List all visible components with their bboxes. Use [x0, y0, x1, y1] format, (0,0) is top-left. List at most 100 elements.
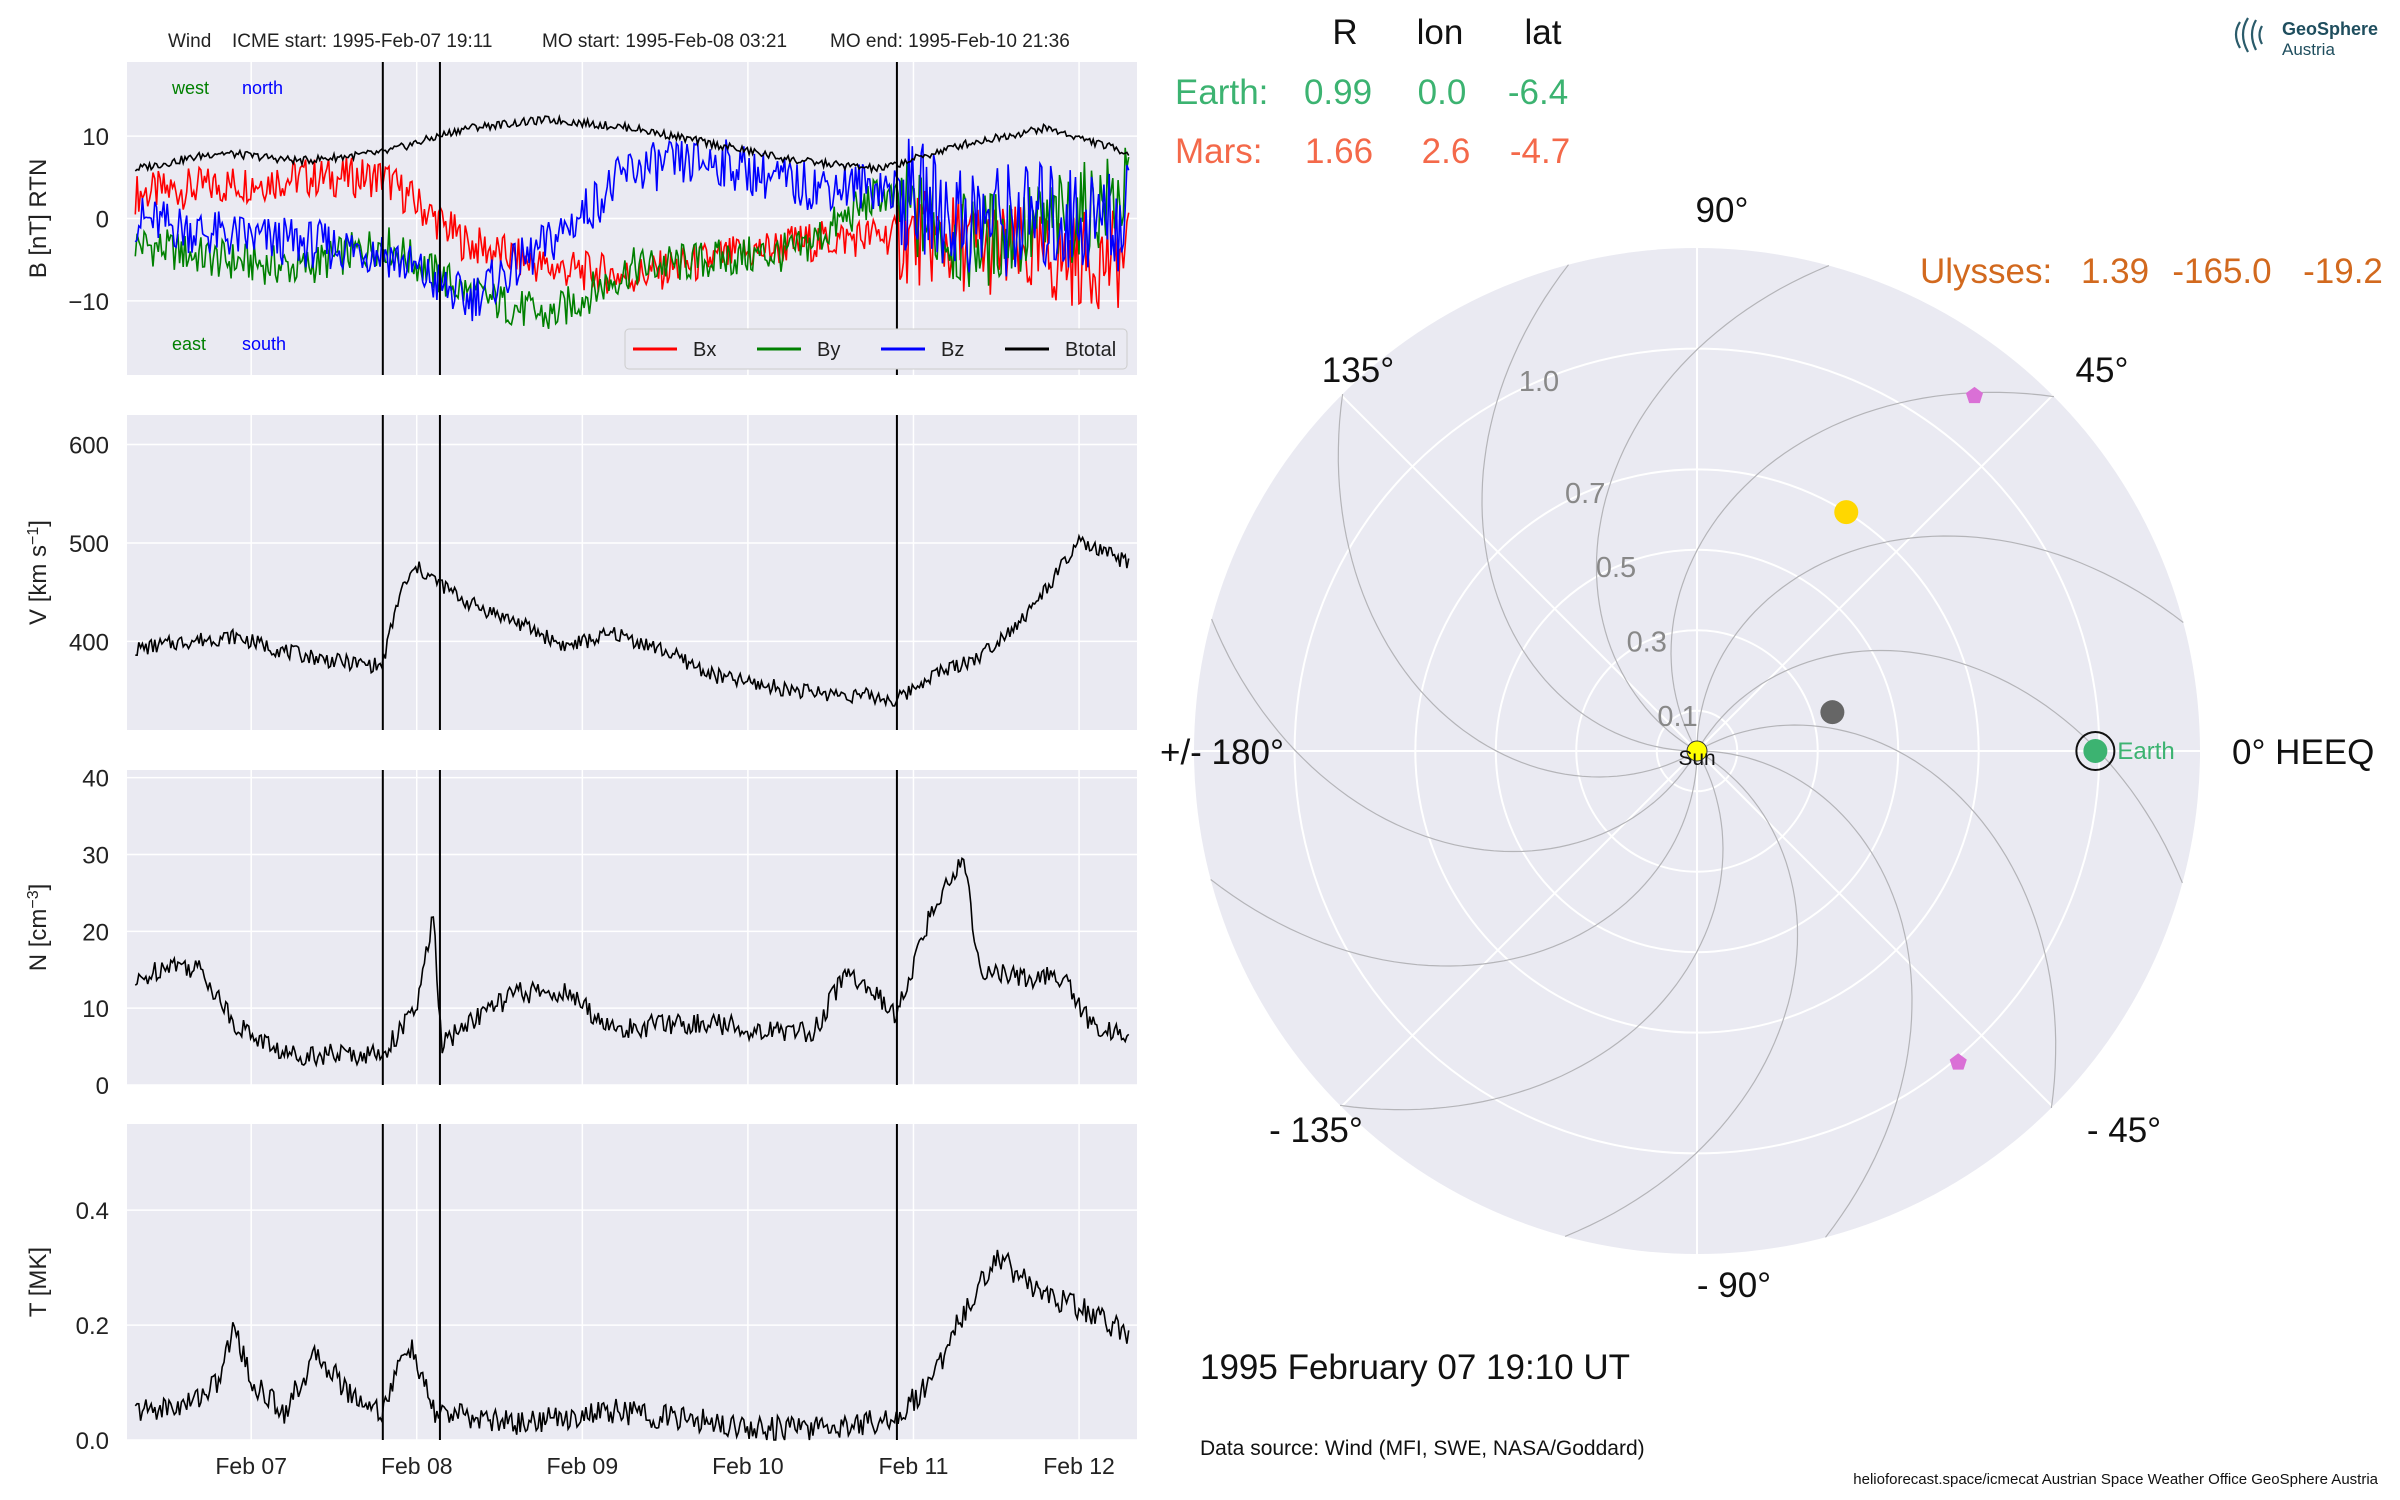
y-tick-label: −10: [68, 289, 109, 316]
logo-swirl-icon: [2234, 17, 2263, 53]
polar-position-plot: 1.0 0.7 0.5 0.3 0.1 90° 45° 0° HEEQ - 45° - 90° - …: [1160, 191, 2374, 1305]
parker-spiral-arc: [1696, 649, 2183, 884]
angle-label: - 90°: [1697, 1266, 1771, 1305]
angular-spoke: [1340, 394, 1698, 752]
x-tick-label: Feb 08: [381, 1453, 453, 1479]
credits: helioforecast.space/icmecat Austrian Spa…: [1853, 1471, 2378, 1488]
earth-ring: [2075, 731, 2116, 771]
spacecraft-marker: [1820, 700, 1845, 725]
ulysses-row-lon: -165.0: [2172, 252, 2271, 291]
angular-spoke: [1696, 750, 2054, 1108]
angle-label: 90°: [1696, 191, 1749, 230]
parker-spiral-arc: [1211, 618, 1698, 853]
y-tick-label: 40: [82, 766, 109, 793]
radial-tick-label: 0.1: [1657, 701, 1697, 733]
direction-label-west: west: [171, 78, 209, 98]
header-mo-end: MO end: 1995-Feb-10 21:36: [830, 31, 1070, 52]
y-tick-label: 0: [96, 1073, 109, 1100]
mars-row-lon: 2.6: [1422, 132, 1471, 171]
y-tick-label: 0.0: [76, 1428, 109, 1455]
panel-2: 600 500 400 V [km s−1]: [25, 415, 1137, 730]
parker-spiral-arc: [1595, 265, 1830, 752]
y-axis-label: T [MK]: [25, 1247, 52, 1317]
legend-label-bz: Bz: [941, 339, 964, 361]
geosphere-logo: GeoSphere Austria: [2234, 17, 2378, 59]
y-tick-label: 20: [82, 919, 109, 946]
mars-row-name: Mars:: [1175, 132, 1263, 171]
logo-line2: Austria: [2282, 40, 2335, 59]
y-tick-label: 600: [69, 433, 109, 460]
event-header: Wind ICME start: 1995-Feb-07 19:11 MO st…: [168, 31, 1070, 52]
parker-spiral-arc: [1670, 391, 2054, 752]
direction-label-east: east: [172, 334, 206, 354]
date-label: 1995 February 07 19:10 UT: [1200, 1348, 1630, 1387]
series-line-by: [134, 147, 1130, 329]
table-header-r: R: [1332, 13, 1357, 52]
angle-label: +/- 180°: [1160, 733, 1284, 772]
header-icme-start: ICME start: 1995-Feb-07 19:11: [232, 31, 493, 52]
earth-row-r: 0.99: [1304, 73, 1372, 112]
parker-spiral-arc: [1564, 750, 1799, 1237]
spacecraft-pentagon-marker: [1965, 386, 1983, 404]
ulysses-row-r: 1.39: [2081, 252, 2149, 291]
x-tick-label: Feb 09: [547, 1453, 619, 1479]
series-line-n: [134, 857, 1130, 1068]
y-tick-label: 30: [82, 843, 109, 870]
radial-tick-label: 1.0: [1519, 366, 1559, 398]
table-header-lon: lon: [1417, 13, 1464, 52]
panel-background: [127, 770, 1137, 1085]
header-mo-start: MO start: 1995-Feb-08 03:21: [542, 31, 787, 52]
spacecraft-pentagon-marker: [1949, 1053, 1967, 1070]
angle-label: 45°: [2076, 351, 2129, 390]
y-tick-label: 500: [69, 531, 109, 558]
radial-tick-label: 0.3: [1627, 626, 1667, 658]
ulysses-row-lat: -19.2: [2303, 252, 2383, 291]
parker-spiral-arc: [1210, 750, 1698, 967]
y-tick-label: 10: [82, 996, 109, 1023]
direction-label-north: north: [242, 78, 283, 98]
earth-row-name: Earth:: [1175, 73, 1268, 112]
y-tick-label: 400: [69, 629, 109, 656]
angle-label: - 135°: [1269, 1111, 1363, 1150]
timeseries-panels: 10 0 −10 B [nT] RTN west north east south Bx By Bz…: [25, 62, 1137, 1479]
data-source: Data source: Wind (MFI, SWE, NASA/Goddar…: [1200, 1437, 1645, 1460]
x-tick-label: Feb 07: [215, 1453, 287, 1479]
earth-marker: [2083, 739, 2108, 763]
y-axis-label: N [cm−3]: [25, 884, 53, 972]
y-tick-label: 0.4: [76, 1198, 109, 1225]
panel-3: 40 30 20 10 0 N [cm−3]: [25, 766, 1137, 1100]
parker-spiral-arc: [1696, 724, 2057, 1108]
sun-marker: [1686, 740, 1708, 762]
panel-background: [127, 415, 1137, 730]
ulysses-row-name: Ulysses:: [1920, 252, 2052, 291]
radial-tick-label: 0.5: [1596, 552, 1636, 584]
y-tick-label: 0.2: [76, 1313, 109, 1340]
mars-row-lat: -4.7: [1510, 132, 1570, 171]
y-axis-label: B [nT] RTN: [25, 159, 52, 279]
spacecraft-marker: [1834, 500, 1859, 525]
parker-spiral-arc: [1696, 750, 1913, 1238]
angle-label: 0° HEEQ: [2232, 733, 2374, 772]
angular-spoke: [1696, 394, 2054, 752]
sun-label: Sun: [1678, 747, 1715, 770]
legend: Bx By Bz Btotal: [624, 328, 1128, 370]
earth-row-lon: 0.0: [1418, 73, 1467, 112]
legend-box: [624, 328, 1128, 370]
parker-spiral-arc: [1340, 750, 1724, 1111]
panel-1: 10 0 −10 B [nT] RTN west north east south Bx By Bz…: [25, 62, 1137, 375]
legend-label-btotal: Btotal: [1065, 339, 1116, 361]
x-tick-label: Feb 10: [712, 1453, 784, 1479]
legend-label-by: By: [817, 339, 840, 361]
x-tick-label: Feb 12: [1043, 1453, 1115, 1479]
panel-4: 0.4 0.2 0.0 T [MK] Feb 07 Feb 08 Feb 09 Feb 10 F…: [25, 1124, 1137, 1479]
earth-label: Earth: [2117, 738, 2174, 765]
parker-spiral-arc: [1696, 535, 2184, 752]
parker-spirals: [1210, 264, 2184, 1238]
mars-row-r: 1.66: [1305, 132, 1373, 171]
angle-label: 135°: [1322, 351, 1394, 390]
series-line-bx: [134, 156, 1130, 310]
direction-label-south: south: [242, 334, 286, 354]
x-tick-label: Feb 11: [879, 1453, 949, 1479]
header-spacecraft: Wind: [168, 31, 211, 52]
